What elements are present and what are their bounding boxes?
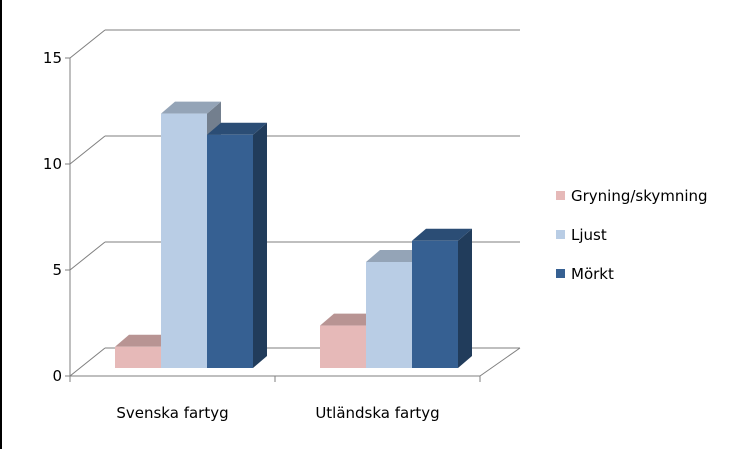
legend-item: Mörkt xyxy=(556,254,708,293)
y-tick-label: 10 xyxy=(43,155,62,173)
legend-swatch xyxy=(556,191,565,200)
y-tick-label: 0 xyxy=(52,367,62,385)
legend-label: Ljust xyxy=(571,225,607,244)
bar-side xyxy=(253,122,267,368)
bar-top xyxy=(412,228,472,241)
legend-label: Gryning/skymning xyxy=(571,186,708,205)
x-tick-label: Utländska fartyg xyxy=(315,404,439,422)
gridline-diagonal xyxy=(69,241,106,271)
bar-top xyxy=(366,250,426,262)
legend-swatch xyxy=(556,230,565,239)
legend-item: Ljust xyxy=(556,215,708,254)
legend: Gryning/skymning Ljust Mörkt xyxy=(556,176,708,293)
gridline-diagonal xyxy=(69,29,106,59)
bar-top xyxy=(161,101,221,114)
bar xyxy=(207,134,253,368)
bar-top xyxy=(207,122,267,135)
bar-side xyxy=(458,228,472,368)
bar-top xyxy=(115,334,175,347)
floor-right-edge xyxy=(479,347,521,377)
gridline-diagonal xyxy=(69,135,106,165)
x-tick-label: Svenska fartyg xyxy=(116,404,228,422)
legend-label: Mörkt xyxy=(571,264,614,283)
y-tick-label: 15 xyxy=(43,49,62,67)
bar-top xyxy=(320,313,380,326)
legend-item: Gryning/skymning xyxy=(556,176,708,215)
left-border xyxy=(0,0,2,449)
y-tick-label: 5 xyxy=(52,261,62,279)
gridline-diagonal xyxy=(69,347,106,377)
bar xyxy=(366,262,412,368)
legend-swatch xyxy=(556,269,565,278)
bar xyxy=(115,346,161,368)
bar xyxy=(412,240,458,368)
bar xyxy=(161,113,207,368)
bar xyxy=(320,325,366,368)
